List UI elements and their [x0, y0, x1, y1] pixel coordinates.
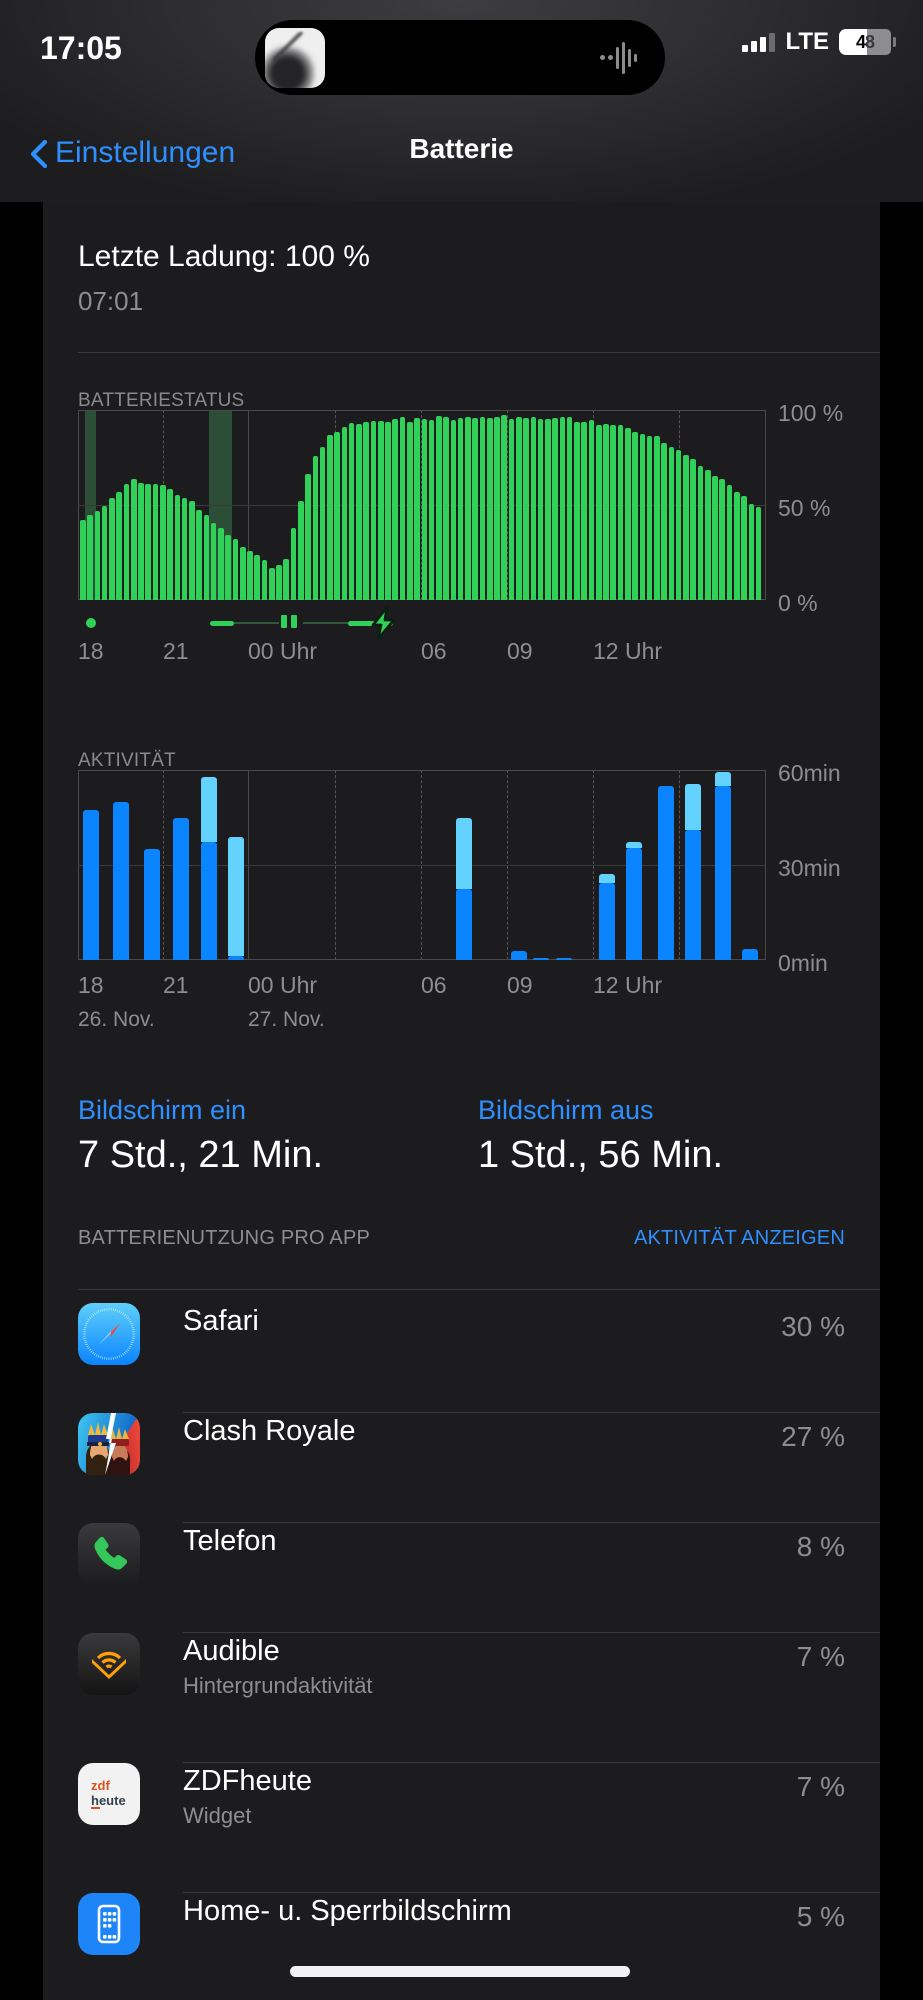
svg-text:zdf: zdf: [91, 1778, 110, 1793]
svg-text:heute: heute: [91, 1793, 126, 1808]
